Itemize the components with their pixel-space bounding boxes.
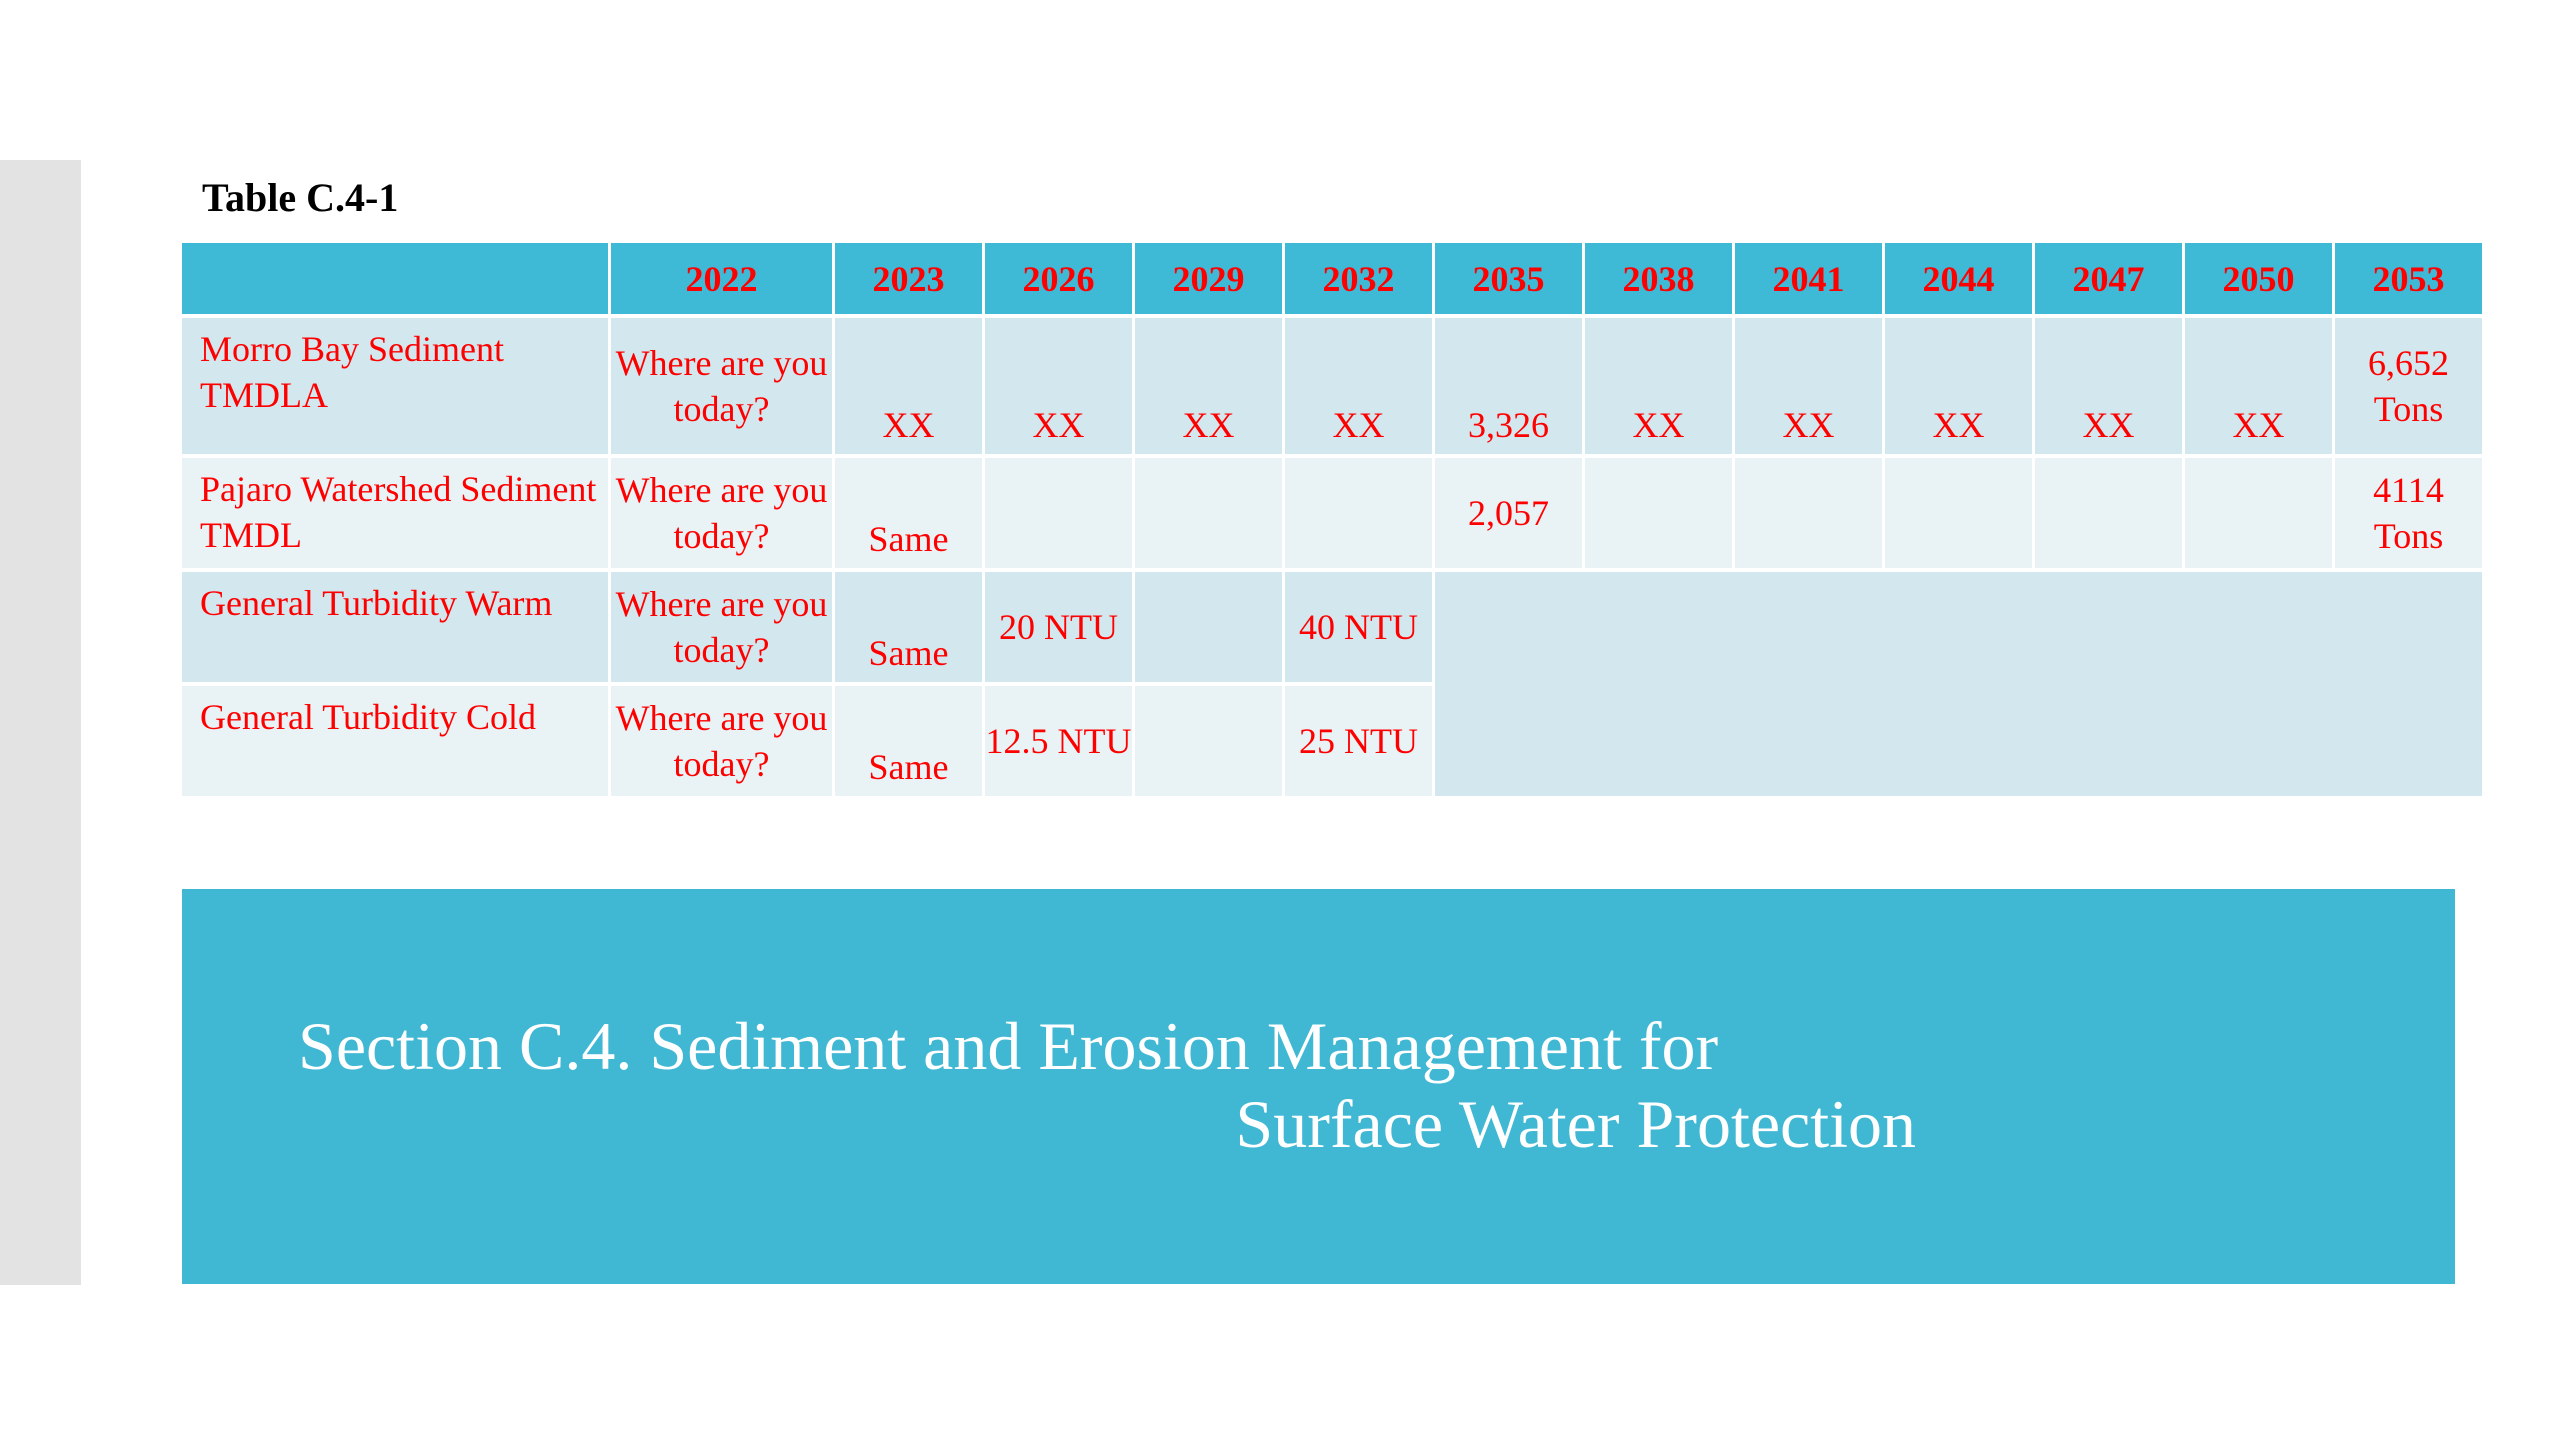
table-cell: Same <box>835 686 982 796</box>
table-cell <box>1135 458 1282 568</box>
row-label: General Turbidity Warm <box>182 572 608 682</box>
table-cell: 6,652 Tons <box>2335 318 2482 454</box>
table-cell: Same <box>835 458 982 568</box>
empty-block <box>1435 572 2482 796</box>
header-cell-2041: 2041 <box>1735 243 1882 314</box>
table-cell <box>1885 458 2032 568</box>
header-cell-2022: 2022 <box>611 243 832 314</box>
table-cell: XX <box>1585 318 1732 454</box>
table-cell <box>1135 686 1282 796</box>
header-cell-2053: 2053 <box>2335 243 2482 314</box>
table-cell: 40 NTU <box>1285 572 1432 682</box>
header-row: 2022 2023 2026 2029 2032 2035 2038 2041 … <box>182 243 2482 314</box>
header-cell-blank <box>182 243 608 314</box>
table-cell: 25 NTU <box>1285 686 1432 796</box>
table-cell: 3,326 <box>1435 318 1582 454</box>
table-cell: XX <box>985 318 1132 454</box>
table-cell: XX <box>1135 318 1282 454</box>
section-banner: Section C.4. Sediment and Erosion Manage… <box>182 889 2455 1284</box>
table-cell: 2,057 <box>1435 458 1582 568</box>
table-cell: 4114 Tons <box>2335 458 2482 568</box>
table-cell: Where are you today? <box>611 318 832 454</box>
table-cell <box>1285 458 1432 568</box>
table-cell: XX <box>2035 318 2182 454</box>
row-label: Pajaro Watershed Sediment TMDL <box>182 458 608 568</box>
section-title-line-2: Surface Water Protection <box>1235 1086 1916 1162</box>
header-cell-2050: 2050 <box>2185 243 2332 314</box>
row-label: Morro Bay Sediment TMDLA <box>182 318 608 454</box>
table-cell: Where are you today? <box>611 458 832 568</box>
table-row: Morro Bay Sediment TMDLA Where are you t… <box>182 318 2482 454</box>
row-label: General Turbidity Cold <box>182 686 608 796</box>
table-cell <box>1735 458 1882 568</box>
table-row: General Turbidity Warm Where are you tod… <box>182 572 2482 796</box>
table-cell: 12.5 NTU <box>985 686 1132 796</box>
header-cell-2038: 2038 <box>1585 243 1732 314</box>
table-caption: Table C.4-1 <box>202 175 399 220</box>
table-cell: 20 NTU <box>985 572 1132 682</box>
left-side-bar <box>0 160 81 1285</box>
table-cell: XX <box>1885 318 2032 454</box>
header-cell-2047: 2047 <box>2035 243 2182 314</box>
table-cell: Where are you today? <box>611 572 832 682</box>
table-cell <box>985 458 1132 568</box>
table-cell <box>1585 458 1732 568</box>
table-cell <box>2185 458 2332 568</box>
table-cell: XX <box>1735 318 1882 454</box>
table-cell: XX <box>1285 318 1432 454</box>
table-cell: XX <box>2185 318 2332 454</box>
header-cell-2029: 2029 <box>1135 243 1282 314</box>
section-title: Section C.4. Sediment and Erosion Manage… <box>298 1007 1916 1163</box>
header-cell-2044: 2044 <box>1885 243 2032 314</box>
table-row: General Turbidity Cold Where are you tod… <box>182 686 2482 796</box>
table-row: Pajaro Watershed Sediment TMDL Where are… <box>182 458 2482 568</box>
table-cell: Same <box>835 572 982 682</box>
table-cell <box>2035 458 2182 568</box>
table-cell: XX <box>835 318 982 454</box>
header-cell-2023: 2023 <box>835 243 982 314</box>
data-table: 2022 2023 2026 2029 2032 2035 2038 2041 … <box>179 239 2485 800</box>
header-cell-2026: 2026 <box>985 243 1132 314</box>
table-cell: Where are you today? <box>611 686 832 796</box>
header-cell-2032: 2032 <box>1285 243 1432 314</box>
section-title-line-1: Section C.4. Sediment and Erosion Manage… <box>298 1008 1719 1084</box>
header-cell-2035: 2035 <box>1435 243 1582 314</box>
table-cell <box>1135 572 1282 682</box>
